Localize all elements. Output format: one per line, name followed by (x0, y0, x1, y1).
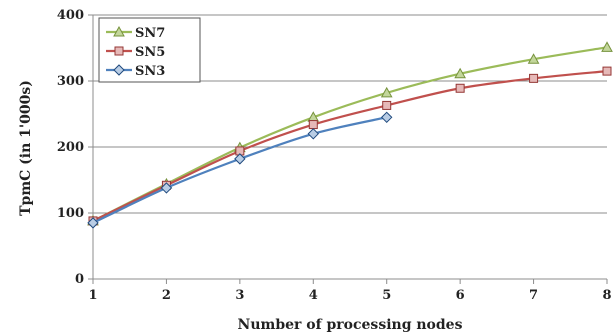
legend: SN7 SN5 SN3 (98, 17, 201, 83)
legend-marker-sn5 (114, 46, 124, 56)
data-point-sn5 (308, 120, 318, 130)
legend-marker-sn7 (113, 25, 125, 37)
legend-label-sn3: SN3 (135, 64, 165, 79)
data-point-sn3 (234, 153, 246, 165)
x-tick-label: 3 (235, 288, 244, 303)
data-point-sn3 (307, 128, 319, 140)
legend-marker-sn3 (113, 64, 125, 76)
data-point-sn7 (380, 86, 393, 98)
y-tick-label: 200 (57, 140, 84, 155)
x-tick-label: 1 (88, 288, 97, 303)
data-point-sn3 (160, 182, 173, 194)
x-tick-label: 5 (382, 288, 391, 303)
data-point-sn5 (529, 73, 539, 83)
y-tick-label: 300 (57, 74, 84, 89)
data-point-sn5 (602, 66, 612, 76)
x-tick-label: 7 (529, 288, 538, 303)
y-tick-label: 100 (57, 206, 84, 221)
x-axis-title: Number of processing nodes (238, 317, 463, 333)
series-line-sn5 (92, 70, 608, 222)
y-tick-label: 0 (75, 272, 84, 287)
data-point-sn7 (454, 67, 466, 79)
x-tick-label: 4 (309, 288, 318, 303)
y-tick-label: 400 (57, 8, 84, 23)
x-tick-label: 2 (162, 288, 171, 303)
data-point-sn3 (87, 217, 99, 229)
data-point-sn5 (382, 100, 392, 110)
legend-label-sn5: SN5 (135, 45, 165, 60)
x-tick-label: 6 (456, 288, 465, 303)
series-line-sn3 (92, 116, 387, 224)
series-layer (87, 41, 613, 229)
axes (88, 14, 608, 284)
x-tick-label: 8 (602, 288, 611, 303)
series-sn5 (88, 66, 612, 226)
x-axis-ticks: 1 2 3 4 5 6 7 8 (88, 288, 611, 303)
y-axis-title: TpmC (in 1'000s) (18, 80, 34, 216)
data-point-sn7 (527, 53, 540, 64)
series-sn3 (87, 111, 393, 229)
legend-label-sn7: SN7 (135, 26, 165, 41)
data-point-sn5 (455, 83, 465, 93)
y-axis-ticks: 0 100 200 300 400 (57, 8, 84, 287)
data-point-sn7 (601, 41, 613, 52)
data-point-sn3 (381, 111, 393, 124)
